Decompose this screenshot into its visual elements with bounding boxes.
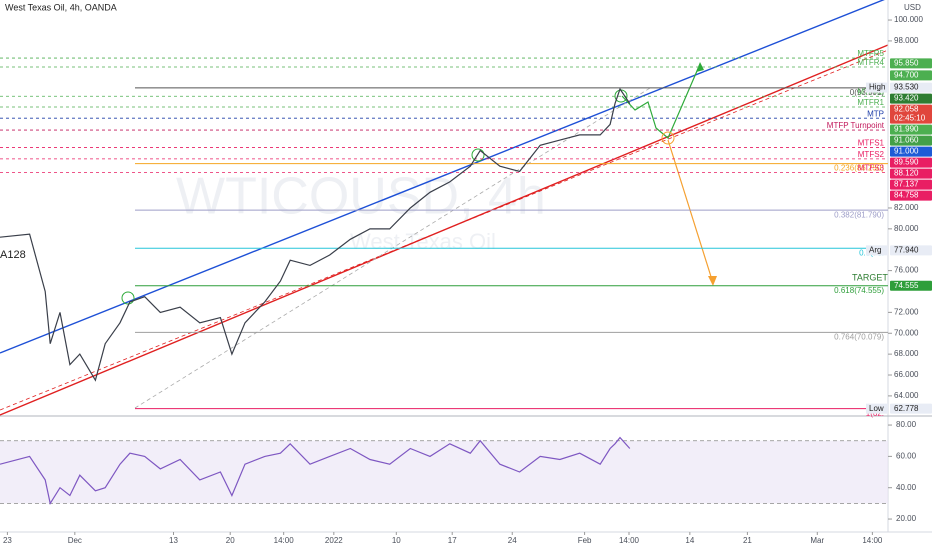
price-label-box <box>890 179 932 190</box>
price-label-box <box>890 190 932 201</box>
pivot-label: MTFS2 <box>858 150 885 159</box>
price-label: 95.850 <box>894 58 919 67</box>
x-tick-label: 14:00 <box>274 536 295 545</box>
price-label: 89.590 <box>894 158 919 167</box>
price-label-sub: 02:45:10 <box>894 114 926 123</box>
pivot-label: MTP <box>867 109 884 118</box>
x-tick-label: 24 <box>508 536 517 545</box>
touch-mark <box>121 291 135 305</box>
rsi-tick-label: 20.00 <box>896 514 917 523</box>
pivot-label: MTFR1 <box>857 98 884 107</box>
price-label-box <box>890 280 932 291</box>
arrow-head <box>696 62 704 72</box>
pivot-label: MTFR4 <box>857 58 884 67</box>
pivot-label: MTFP Turnpoint <box>827 121 885 130</box>
x-tick-label: 14 <box>685 536 694 545</box>
price-label: 91.000 <box>894 147 919 156</box>
x-tick-label: 23 <box>3 536 12 545</box>
indicator-label: A128 <box>0 249 26 261</box>
watermark: WTICOUSD, 4h <box>176 168 546 226</box>
x-tick-label: 17 <box>448 536 457 545</box>
price-label-box <box>890 124 932 135</box>
price-label-box <box>890 146 932 157</box>
price-label-box <box>890 168 932 179</box>
x-tick-label: 13 <box>169 536 178 545</box>
pivot-label: MTFR5 <box>857 49 884 58</box>
price-line <box>0 87 631 382</box>
fib-label: 0.236(86.250) <box>834 164 884 173</box>
x-tick-label: 14:00 <box>619 536 640 545</box>
price-label: 77.940 <box>894 245 919 254</box>
y-tick-label: 100.000 <box>894 15 923 24</box>
price-label-box <box>890 403 932 414</box>
y-tick-label: 68.000 <box>894 349 919 358</box>
currency: USD <box>904 3 921 12</box>
touch-mark <box>661 131 675 145</box>
x-tick-label: 2022 <box>325 536 343 545</box>
y-tick-label: 76.000 <box>894 266 919 275</box>
y-tick-label: 70.000 <box>894 328 919 337</box>
channel-bottom-dashed <box>0 49 889 411</box>
price-label: 87.137 <box>894 180 919 189</box>
channel-top <box>0 0 885 354</box>
price-label-box <box>890 82 932 93</box>
x-tick-label: Dec <box>68 536 82 545</box>
x-tick-label: Feb <box>578 536 592 545</box>
price-label-box <box>890 104 932 124</box>
rsi-tick-label: 80.00 <box>896 420 917 429</box>
price-label: 91.990 <box>894 125 919 134</box>
price-tag: Low <box>869 404 884 413</box>
price-label: 62.778 <box>894 404 919 413</box>
rsi-band <box>0 440 888 504</box>
y-tick-label: 72.000 <box>894 307 919 316</box>
target-label: TARGET <box>852 272 888 282</box>
pivot-label: MTFS3 <box>858 164 885 173</box>
price-label: 91.060 <box>894 136 919 145</box>
y-tick-label: 82.000 <box>894 203 919 212</box>
price-label: 88.120 <box>894 169 919 178</box>
rsi-line <box>0 436 631 505</box>
arrow-head <box>708 276 717 286</box>
price-tag: High <box>869 83 885 92</box>
price-label: 92.058 <box>894 105 919 114</box>
y-tick-label: 80.000 <box>894 224 919 233</box>
y-tick-label: 66.000 <box>894 370 919 379</box>
price-tag: Arg <box>869 245 881 254</box>
y-tick-label: 98.000 <box>894 36 919 45</box>
x-tick-label: 21 <box>743 536 752 545</box>
price-tag-box <box>866 82 888 93</box>
x-tick-label: 20 <box>226 536 235 545</box>
price-label-box <box>890 70 932 81</box>
price-label-box <box>890 93 932 104</box>
fib-label: 0.618(74.555) <box>834 286 884 295</box>
price-label: 94.700 <box>894 70 919 79</box>
touch-mark <box>471 148 485 162</box>
rsi-tick-label: 40.00 <box>896 483 917 492</box>
price-label-box <box>890 58 932 69</box>
price-label: 84.758 <box>894 191 919 200</box>
x-tick-label: Mar <box>810 536 824 545</box>
price-tag-box <box>866 403 888 414</box>
pivot-label: MTFS1 <box>858 139 885 148</box>
rsi-tick-label: 60.00 <box>896 451 917 460</box>
chart-title: West Texas Oil, 4h, OANDA <box>5 2 117 12</box>
price-label: 74.555 <box>894 281 919 290</box>
price-label: 93.530 <box>894 83 919 92</box>
price-label-box <box>890 245 932 256</box>
watermark-sub: West Texas Oil <box>350 229 496 254</box>
x-tick-label: 10 <box>392 536 401 545</box>
price-label-box <box>890 157 932 168</box>
x-tick-label: 14:00 <box>862 536 883 545</box>
fib-label: 0.382(81.790) <box>834 210 884 219</box>
price-label: 93.420 <box>894 94 919 103</box>
price-tag-box <box>866 245 888 256</box>
y-tick-label: 64.000 <box>894 391 919 400</box>
price-label-box <box>890 135 932 146</box>
fib-label: 0.764(70.079) <box>834 333 884 342</box>
projection-up <box>621 63 701 139</box>
